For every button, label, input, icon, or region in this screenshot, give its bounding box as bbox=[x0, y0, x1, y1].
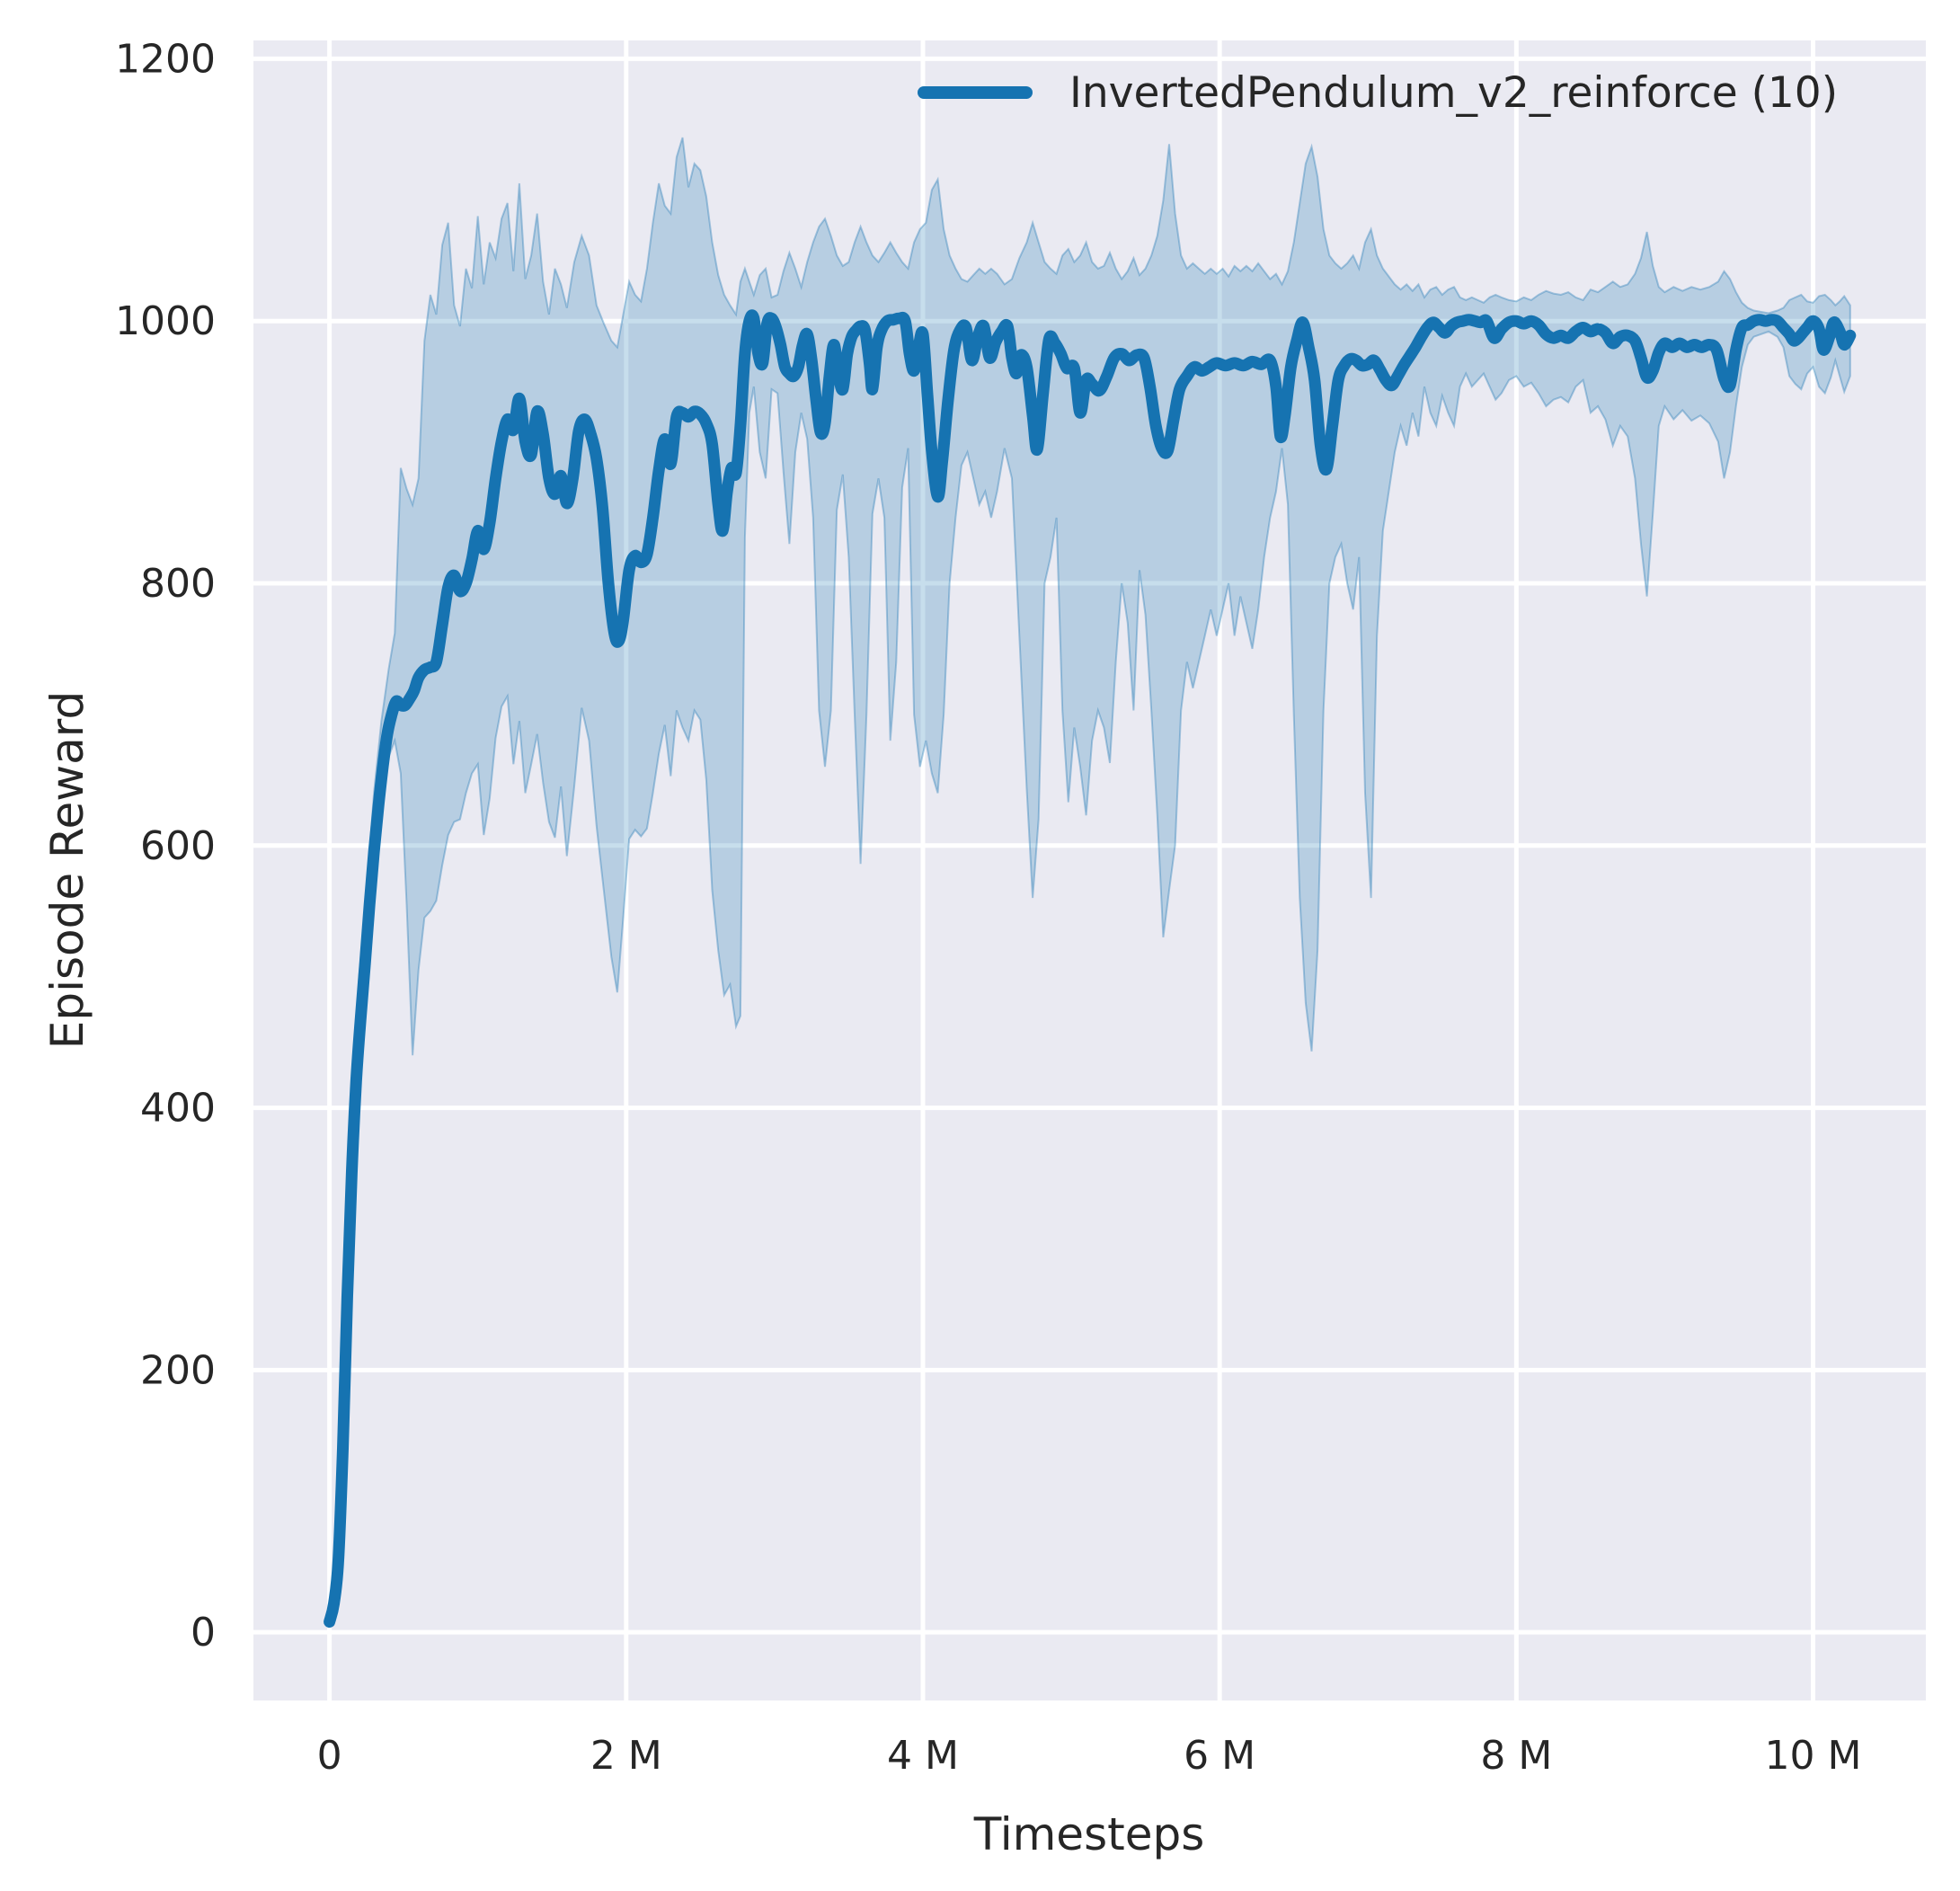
x-tick-label: 0 bbox=[317, 1733, 342, 1779]
x-axis-label: Timesteps bbox=[973, 1808, 1205, 1860]
y-tick-label: 600 bbox=[140, 823, 216, 869]
y-tick-label: 200 bbox=[140, 1347, 216, 1393]
x-tick-label: 2 M bbox=[590, 1733, 662, 1779]
legend: InvertedPendulum_v2_reinforce (10) bbox=[918, 68, 1838, 118]
x-tick-label: 8 M bbox=[1480, 1733, 1552, 1779]
x-tick-label: 10 M bbox=[1765, 1733, 1862, 1779]
plot-area bbox=[253, 40, 1926, 1700]
y-tick-label: 400 bbox=[140, 1086, 216, 1132]
gridlines bbox=[253, 40, 1926, 1700]
legend-label: InvertedPendulum_v2_reinforce (10) bbox=[1069, 68, 1838, 118]
x-tick-label: 4 M bbox=[887, 1733, 959, 1779]
confidence-band bbox=[328, 137, 1851, 1628]
y-tick-label: 1200 bbox=[115, 36, 216, 82]
y-tick-label: 1000 bbox=[115, 298, 216, 344]
y-axis-tick-labels: 0 200 400 600 800 1000 1200 bbox=[115, 36, 216, 1656]
x-axis-tick-labels: 0 2 M 4 M 6 M 8 M 10 M bbox=[317, 1733, 1862, 1779]
y-axis-label: Episode Reward bbox=[41, 691, 93, 1049]
y-tick-label: 0 bbox=[191, 1610, 216, 1656]
y-tick-label: 800 bbox=[140, 561, 216, 607]
x-tick-label: 6 M bbox=[1184, 1733, 1255, 1779]
mean-line bbox=[324, 309, 1857, 1628]
